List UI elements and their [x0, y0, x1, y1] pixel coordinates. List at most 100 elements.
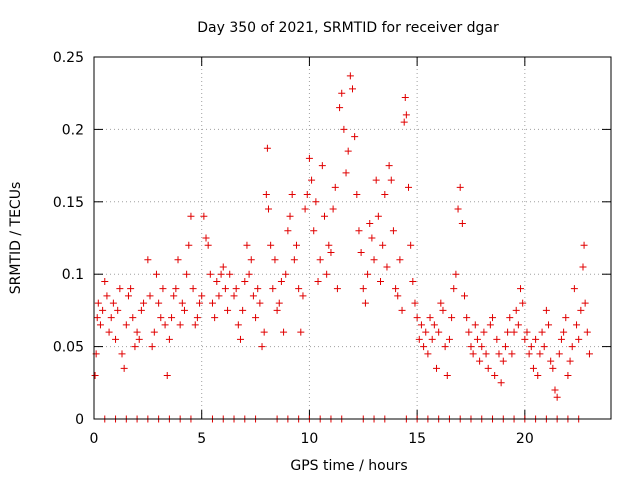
- data-point: [521, 335, 529, 343]
- data-point: [327, 248, 335, 256]
- data-point: [383, 263, 391, 271]
- data-point: [269, 285, 277, 293]
- data-point: [428, 335, 436, 343]
- data-point: [329, 205, 337, 213]
- data-point: [372, 176, 380, 184]
- plot-frame: [93, 56, 612, 420]
- data-point: [534, 372, 542, 380]
- data-point: [103, 292, 111, 300]
- data-point: [137, 306, 145, 314]
- y-tick-label: 0.05: [53, 340, 84, 356]
- data-point: [527, 343, 535, 351]
- data-point: [234, 321, 242, 329]
- data-point: [185, 241, 193, 249]
- data-point: [314, 277, 322, 285]
- data-point: [529, 364, 537, 372]
- data-point: [247, 256, 255, 264]
- x-tick-labels: 0 5 10 15 20: [90, 431, 534, 447]
- data-point: [385, 162, 393, 170]
- data-point: [514, 321, 522, 329]
- data-point: [473, 335, 481, 343]
- data-point: [241, 277, 249, 285]
- data-point: [101, 277, 109, 285]
- data-point: [275, 299, 283, 307]
- data-point: [144, 256, 152, 264]
- data-point: [413, 314, 421, 322]
- data-point: [580, 241, 588, 249]
- data-point: [519, 299, 527, 307]
- data-point: [323, 270, 331, 278]
- data-point: [359, 285, 367, 293]
- x-axis-label: GPS time / hours: [290, 458, 407, 474]
- data-point: [392, 285, 400, 293]
- data-point: [165, 335, 173, 343]
- data-point: [336, 104, 344, 112]
- data-point: [495, 350, 503, 358]
- data-point: [303, 191, 311, 199]
- data-point: [176, 321, 184, 329]
- data-point: [435, 328, 443, 336]
- data-point: [260, 328, 268, 336]
- data-point: [133, 328, 141, 336]
- data-point: [566, 357, 574, 365]
- data-point: [443, 372, 451, 380]
- data-point: [122, 321, 130, 329]
- data-point: [96, 321, 104, 329]
- data-point: [189, 285, 197, 293]
- data-point: [415, 335, 423, 343]
- data-point: [342, 169, 350, 177]
- data-point: [508, 350, 516, 358]
- data-point: [489, 314, 497, 322]
- data-point: [236, 335, 244, 343]
- data-point: [150, 328, 158, 336]
- data-point: [180, 306, 188, 314]
- data-point: [405, 183, 413, 191]
- data-point: [258, 343, 266, 351]
- data-point: [506, 314, 514, 322]
- data-point: [512, 306, 520, 314]
- data-point: [280, 328, 288, 336]
- data-point: [124, 292, 132, 300]
- data-point: [583, 328, 591, 336]
- data-point: [168, 314, 176, 322]
- x-tick-label: 20: [516, 431, 534, 447]
- data-point: [504, 328, 512, 336]
- data-point: [118, 350, 126, 358]
- data-point: [379, 241, 387, 249]
- data-point: [107, 314, 115, 322]
- data-point: [129, 314, 137, 322]
- data-point: [310, 227, 318, 235]
- data-point: [284, 227, 292, 235]
- data-point: [493, 335, 501, 343]
- data-point: [577, 306, 585, 314]
- data-point: [292, 241, 300, 249]
- data-point: [381, 191, 389, 199]
- data-point: [480, 328, 488, 336]
- data-point: [555, 350, 563, 358]
- data-point: [271, 256, 279, 264]
- data-point: [547, 357, 555, 365]
- data-point: [557, 335, 565, 343]
- data-point: [116, 285, 124, 293]
- data-point: [99, 306, 107, 314]
- data-point: [469, 350, 477, 358]
- data-point: [366, 220, 374, 228]
- data-point: [478, 343, 486, 351]
- data-point: [161, 321, 169, 329]
- x-tick-label: 10: [301, 431, 319, 447]
- y-tick-label: 0.25: [53, 50, 84, 66]
- data-point: [568, 343, 576, 351]
- data-point: [105, 328, 113, 336]
- data-point: [349, 85, 356, 93]
- data-point: [523, 328, 531, 336]
- data-point: [351, 133, 359, 141]
- data-point: [148, 343, 156, 351]
- data-point: [439, 306, 447, 314]
- data-point: [262, 191, 270, 199]
- data-point: [346, 72, 354, 80]
- data-point: [400, 118, 408, 126]
- data-point: [396, 256, 404, 264]
- data-point: [297, 328, 305, 336]
- data-point: [542, 306, 550, 314]
- data-point: [217, 270, 225, 278]
